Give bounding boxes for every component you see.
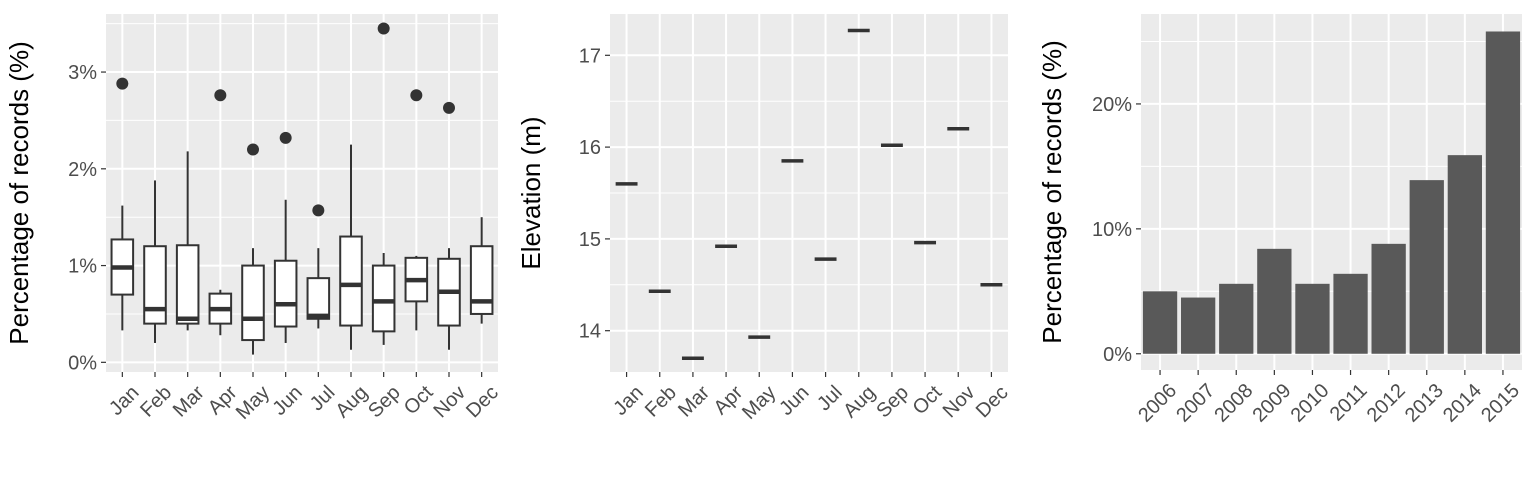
x-tick-label: May: [232, 382, 274, 424]
x-tick-label: 2008: [1210, 380, 1257, 427]
x-tick-label: Mar: [169, 381, 209, 421]
x-tick-label: Dec: [462, 382, 503, 423]
y-tick-label: 0%: [68, 352, 97, 374]
x-tick-label: 2012: [1363, 380, 1410, 427]
bar: [1371, 243, 1406, 354]
y-tick-label: 16: [579, 137, 601, 159]
y-tick-label: 3%: [68, 62, 97, 84]
x-tick-label: Feb: [641, 382, 681, 422]
x-tick-label: 2013: [1401, 380, 1448, 427]
x-tick-label: Mar: [674, 381, 714, 421]
y-tick-label: 15: [579, 229, 601, 251]
y-axis-title: Percentage of records (%): [4, 41, 34, 344]
x-tick-label: Feb: [136, 382, 176, 422]
bar: [1295, 283, 1330, 354]
x-tick-label: Oct: [400, 381, 438, 419]
box-iqr: [273, 259, 298, 328]
outlier-point: [410, 89, 423, 102]
x-tick-label: May: [738, 382, 780, 424]
yearly-percentage-bar-chart: 0% 10% 20% 20062007200820092010201120122013…: [1037, 14, 1524, 427]
x-tick-label: Nov: [939, 382, 980, 423]
y-tick-label: 1%: [68, 256, 97, 278]
y-tick-label: 10%: [1092, 219, 1132, 241]
bar: [1257, 248, 1292, 354]
x-tick-label: Nov: [429, 382, 470, 423]
x-tick-label: 2014: [1439, 380, 1486, 427]
x-tick-label: Sep: [872, 382, 913, 423]
y-tick-label: 17: [579, 45, 601, 67]
outlier-point: [377, 22, 390, 35]
y-tick-label: 0%: [1103, 344, 1132, 366]
y-tick-label: 20%: [1092, 94, 1132, 116]
bar: [1485, 31, 1521, 354]
bar: [1333, 273, 1368, 354]
bar: [1219, 283, 1254, 354]
box-iqr: [371, 264, 396, 333]
plot-background: [106, 14, 498, 372]
bar: [1181, 297, 1216, 354]
y-tick-label: 2%: [68, 159, 97, 181]
bar: [1409, 180, 1444, 354]
bar: [1447, 155, 1482, 354]
x-tick-label: 2011: [1326, 380, 1372, 426]
y-tick-label: 14: [579, 321, 601, 343]
outlier-point: [443, 101, 455, 114]
x-tick-label: 2007: [1172, 380, 1219, 427]
bar: [1142, 291, 1178, 354]
x-tick-label: Jun: [268, 382, 306, 420]
y-axis-title: Percentage of records (%): [1037, 40, 1067, 343]
outlier-point: [279, 131, 292, 144]
outlier-point: [116, 77, 129, 90]
x-tick-label: Jun: [775, 382, 813, 420]
x-tick-label: Apr: [710, 381, 748, 419]
box-iqr: [175, 244, 200, 325]
y-axis-title: Elevation (m): [516, 116, 546, 269]
x-tick-label: Oct: [909, 381, 947, 419]
outlier-point: [247, 143, 259, 156]
box-iqr: [339, 235, 363, 327]
box-iqr: [143, 245, 167, 325]
box-iqr: [241, 264, 265, 342]
outlier-point: [214, 89, 227, 102]
x-tick-label: 2015: [1477, 380, 1524, 427]
x-tick-label: Sep: [364, 382, 405, 423]
x-tick-label: Jan: [105, 382, 143, 420]
x-tick-label: Jan: [609, 382, 647, 420]
x-tick-label: 2009: [1248, 380, 1295, 427]
box-iqr: [469, 245, 494, 315]
box-iqr: [306, 277, 331, 320]
x-tick-label: Aug: [331, 382, 372, 423]
x-tick-label: 2006: [1134, 380, 1181, 427]
x-tick-label: 2010: [1287, 380, 1334, 427]
x-tick-label: Aug: [839, 382, 880, 423]
outlier-point: [312, 204, 325, 217]
x-tick-label: Dec: [972, 382, 1013, 423]
